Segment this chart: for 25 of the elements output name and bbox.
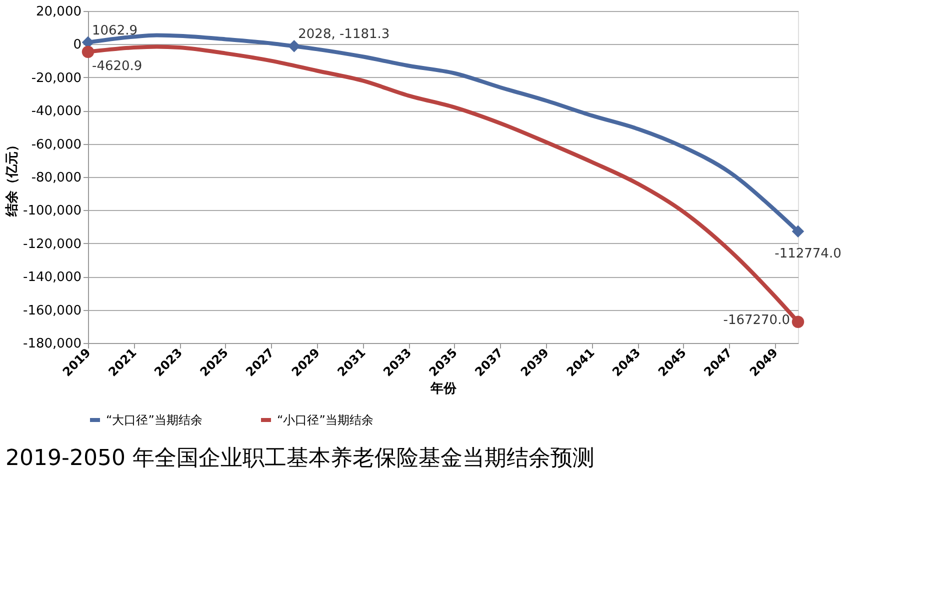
point	[82, 46, 94, 58]
text: 2019-2050 年全国企业职工基本养老保险基金当期结余预测	[6, 446, 594, 471]
point	[792, 316, 804, 328]
y-tick-label: -120,000	[23, 236, 82, 252]
data-label: 2028, -1181.3	[298, 27, 390, 42]
legend-label: “小口径”当期结余	[277, 413, 374, 427]
y-tick-label: -80,000	[31, 170, 82, 186]
y-tick-label: -100,000	[23, 204, 82, 219]
legend-label: “大口径”当期结余	[106, 413, 202, 427]
y-tick-label: 0	[73, 38, 82, 53]
y-tick-label: -60,000	[31, 137, 82, 152]
data-label: 1062.9	[92, 23, 138, 38]
y-tick-label: 20,000	[36, 4, 82, 20]
y-tick-label: -40,000	[31, 104, 82, 120]
y-tick-label: -20,000	[31, 70, 82, 86]
y-tick-label: -160,000	[23, 303, 82, 318]
y-tick-label: -180,000	[23, 336, 82, 352]
data-label: -112774.0	[774, 246, 842, 262]
y-axis-title: 结余（亿元）	[5, 138, 20, 218]
point	[288, 40, 300, 52]
data-label: -4620.9	[92, 58, 142, 74]
x-axis-title: 年份	[430, 381, 458, 396]
point	[792, 225, 804, 238]
data-label: -167270.0	[723, 312, 790, 328]
y-tick-label: -140,000	[23, 270, 82, 286]
